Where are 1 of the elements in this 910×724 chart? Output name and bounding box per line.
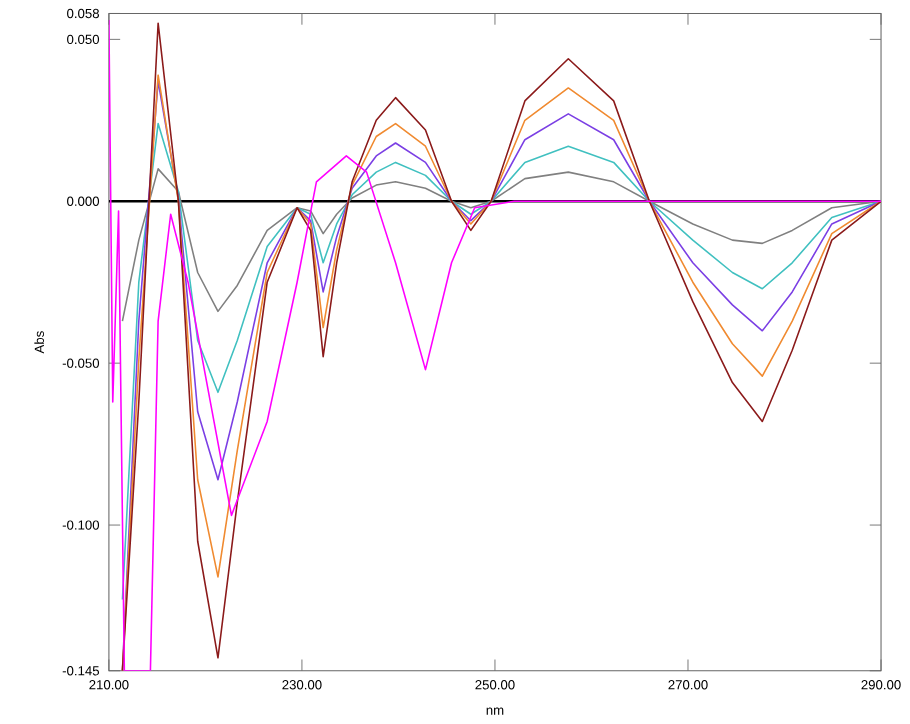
line-series [121,123,882,601]
